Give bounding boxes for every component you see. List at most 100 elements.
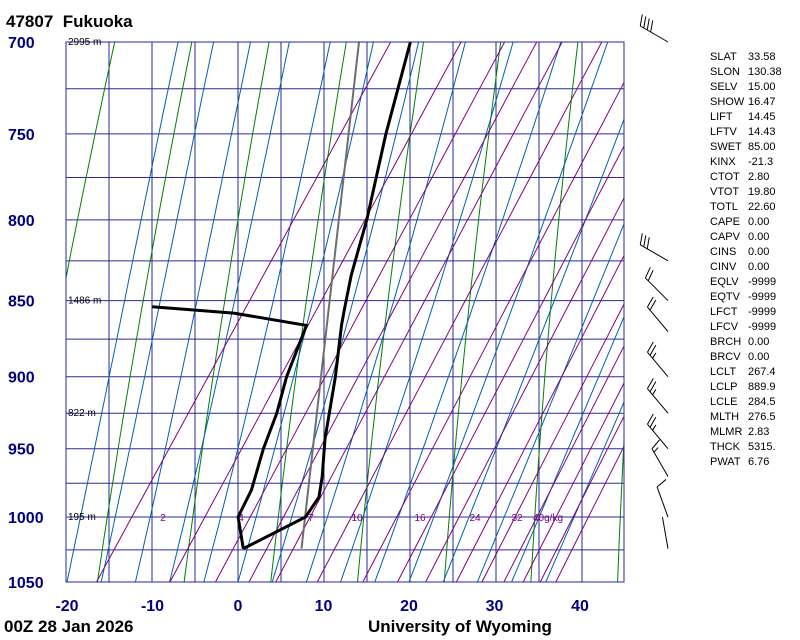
index-value: 14.45 (748, 111, 776, 123)
index-value: 276.5 (748, 411, 776, 423)
mixing-ratio-line (539, 415, 624, 582)
index-value: 130.38 (748, 66, 782, 78)
index-key: SLAT (710, 51, 737, 63)
dry-adiabat (530, 42, 579, 582)
index-key: LIFT (710, 111, 733, 123)
index-row: MLMR 2.83 (710, 425, 769, 440)
moist-adiabat (408, 42, 609, 582)
index-value: -9999 (748, 276, 777, 288)
temperature-tick-label: -10 (141, 598, 164, 615)
index-row: SWET 85.00 (710, 140, 776, 155)
wind-barb-flag (652, 424, 657, 431)
index-value: 889.9 (748, 381, 776, 393)
height-label: 1486 m (68, 296, 101, 307)
index-key: BRCH (710, 336, 742, 348)
index-row: SHOW 16.47 (710, 95, 776, 110)
index-value: 0.00 (748, 336, 770, 348)
wind-barb-flag (651, 439, 660, 450)
index-row: SELV 15.00 (710, 80, 776, 95)
index-value: 19.80 (748, 186, 776, 198)
pressure-tick-label: 900 (8, 370, 35, 387)
mixing-ratio-label: 7 (308, 513, 314, 524)
temperature-tick-label: -20 (55, 598, 78, 615)
temperature-tick-label: 20 (400, 598, 418, 615)
wind-barb-flag (639, 233, 643, 245)
moist-adiabat (442, 117, 624, 582)
pressure-tick-label: 750 (8, 127, 35, 144)
index-row: LFCT -9999 (710, 305, 776, 320)
pressure-tick-label: 950 (8, 442, 35, 459)
moist-adiabat (476, 222, 624, 582)
index-row: CTOT 2.80 (710, 170, 769, 185)
parcel-path (300, 42, 360, 549)
temperature-tick-label: 0 (234, 598, 243, 615)
index-value: 0.00 (748, 231, 770, 243)
index-value: 22.60 (748, 201, 776, 213)
pressure-tick-label: 700 (8, 35, 35, 52)
moist-adiabat (340, 42, 514, 582)
index-key: LCLT (710, 366, 737, 378)
index-key: CTOT (710, 171, 740, 183)
index-row: BRCV 0.00 (710, 350, 769, 365)
wind-barb (640, 25, 669, 43)
wind-barb-flag (646, 296, 654, 308)
index-row: THCK 5315. (710, 440, 776, 455)
wind-barb (645, 277, 669, 301)
wind-barb-flag (646, 413, 654, 425)
index-value: 6.76 (748, 456, 770, 468)
index-row: CAPE 0.00 (710, 215, 769, 230)
index-value: 33.58 (748, 51, 776, 63)
index-key: LFCT (710, 306, 738, 318)
index-key: LCLP (710, 381, 738, 393)
moist-adiabat (305, 42, 466, 582)
mixing-ratio-line (522, 381, 624, 582)
index-key: CAPV (710, 231, 740, 243)
wind-barb (651, 448, 669, 477)
index-key: MLTH (710, 411, 740, 423)
plot-frame (65, 41, 625, 583)
wind-barb-flag (643, 16, 647, 29)
index-key: LFTV (710, 126, 737, 138)
index-key: SELV (710, 81, 738, 93)
mixing-ratio-label: 4 (238, 513, 244, 524)
index-row: VTOT 19.80 (710, 185, 776, 200)
index-row: SLAT 33.58 (710, 50, 776, 65)
wind-barb (647, 306, 669, 332)
index-row: LCLT 267.4 (710, 365, 776, 380)
wind-barb-flag (644, 267, 651, 279)
index-value: 85.00 (748, 141, 776, 153)
index-key: CINS (710, 246, 737, 258)
wind-barb-flag (650, 20, 654, 33)
index-key: CAPE (710, 216, 740, 228)
index-value: 2.83 (748, 426, 770, 438)
height-label: 2995 m (68, 37, 101, 48)
dry-adiabat (270, 42, 347, 582)
mixing-ratio-label: 24 (469, 513, 481, 524)
dry-adiabat (183, 42, 270, 582)
dry-adiabat (96, 42, 193, 582)
dry-adiabat (66, 42, 116, 281)
wind-barb-flag (643, 235, 647, 247)
index-value: 267.4 (748, 366, 776, 378)
wind-barb-flag (649, 416, 657, 428)
dry-adiabat (443, 42, 502, 582)
index-key: BRCV (710, 351, 741, 363)
index-key: SLON (710, 66, 740, 78)
wind-barb-flag (639, 14, 643, 27)
dry-adiabat (617, 432, 624, 582)
moist-adiabat (237, 42, 374, 582)
pressure-tick-label: 1050 (8, 575, 44, 592)
index-value: 14.43 (748, 126, 776, 138)
station-id: 47807 (6, 12, 54, 31)
wind-barb-flag (646, 18, 650, 31)
mixing-ratio-line (397, 144, 624, 582)
wind-barb-flag (649, 381, 657, 392)
wind-barb (647, 351, 669, 378)
wind-barb-flag (647, 269, 654, 281)
plot-area (66, 42, 624, 582)
index-key: TOTL (710, 201, 738, 213)
moist-adiabat (66, 42, 179, 582)
moist-adiabat (134, 42, 251, 582)
height-label: 822 m (68, 408, 96, 419)
